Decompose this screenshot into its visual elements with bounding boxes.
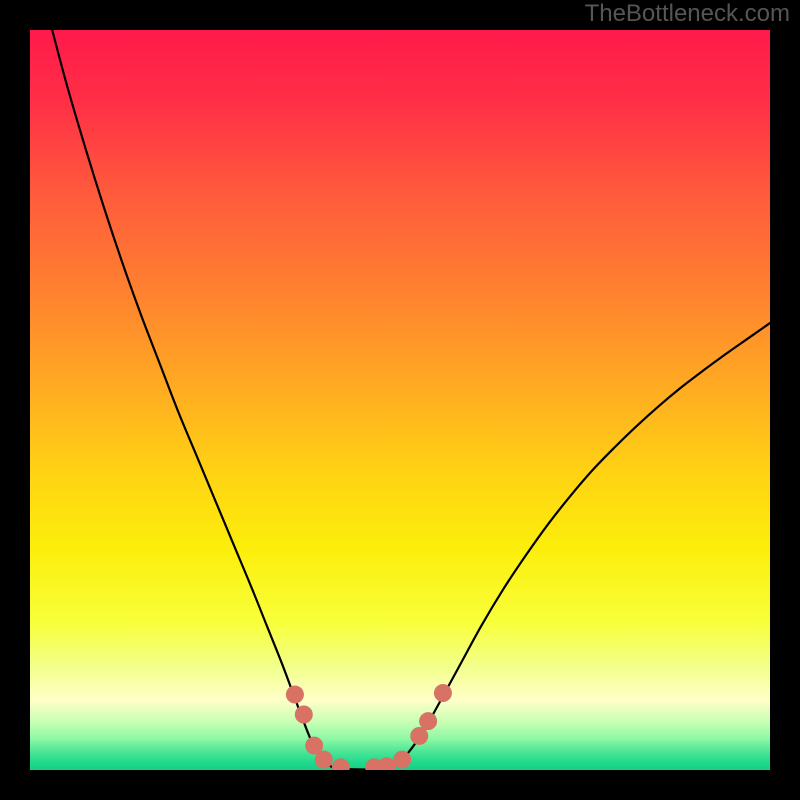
outer-frame: TheBottleneck.com [0,0,800,800]
data-marker [332,758,350,770]
data-marker [419,712,437,730]
bottleneck-curve [52,30,770,769]
data-marker [315,751,333,769]
data-marker [393,751,411,769]
plot-area [30,30,770,770]
watermark-text: TheBottleneck.com [585,0,790,28]
marker-group [286,684,452,770]
data-marker [295,706,313,724]
chart-svg [30,30,770,770]
data-marker [286,686,304,704]
data-marker [378,757,396,770]
data-marker [434,684,452,702]
